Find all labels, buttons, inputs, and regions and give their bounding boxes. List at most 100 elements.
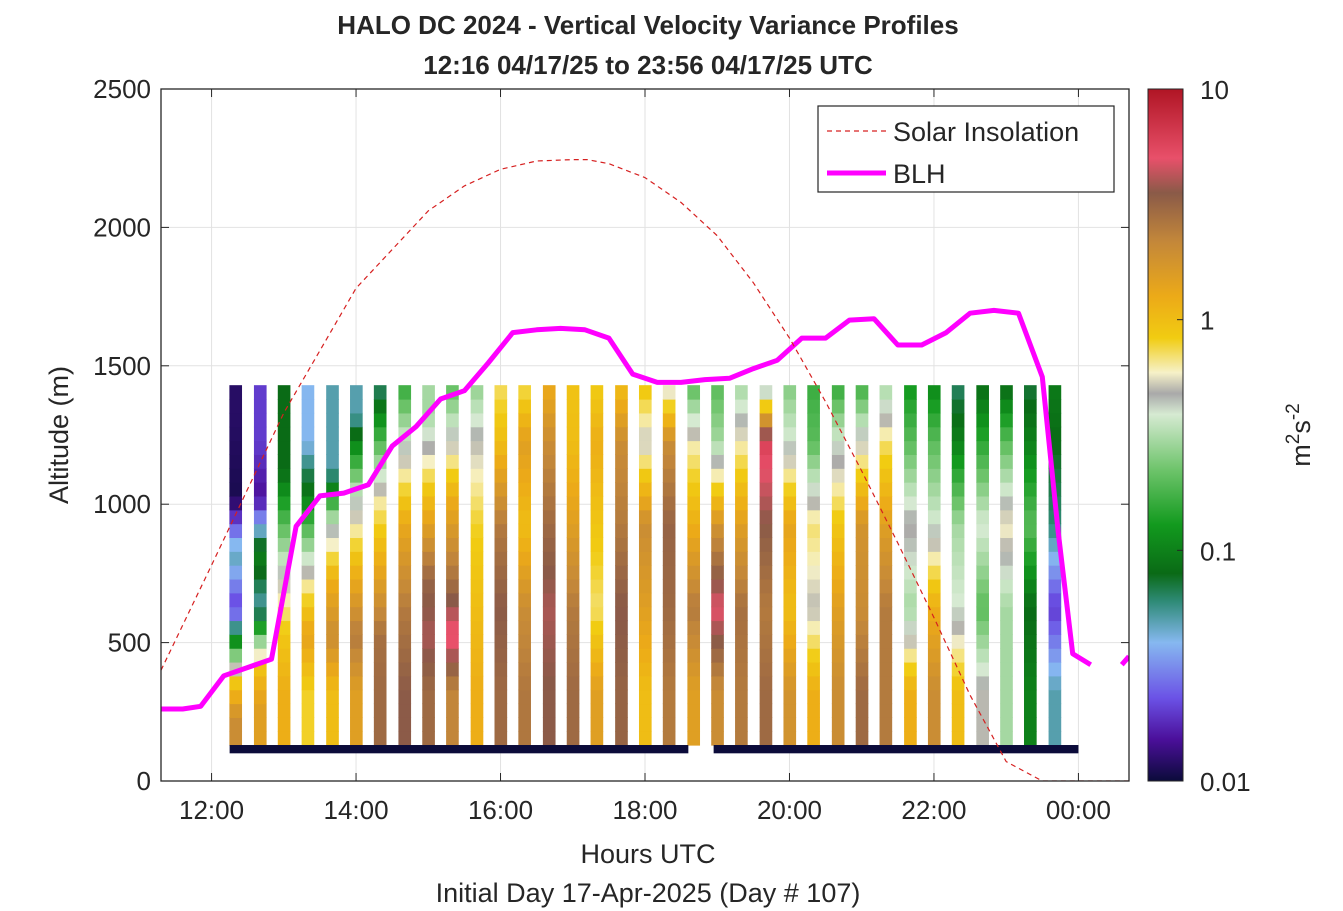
heatmap-cell (615, 565, 628, 580)
heatmap-cell (1000, 440, 1013, 455)
heatmap-cell (711, 578, 724, 594)
heatmap-cell (711, 565, 724, 580)
heatmap-cell (446, 731, 459, 746)
heatmap-cell (615, 385, 628, 400)
heatmap-cell (879, 565, 893, 580)
heatmap-cell (951, 495, 965, 511)
y-tick-label: 0 (137, 766, 151, 796)
heatmap-cell (326, 648, 339, 663)
heatmap-cell (301, 482, 315, 497)
heatmap-cell (277, 385, 291, 400)
heatmap-cell (446, 468, 459, 483)
y-tick-label: 2500 (93, 74, 151, 104)
heatmap-cell (350, 523, 363, 539)
heatmap-cell (422, 703, 435, 718)
heatmap-cell (976, 482, 989, 497)
heatmap-cell (879, 731, 893, 746)
heatmap-cell (229, 523, 243, 539)
heatmap-cell (398, 592, 412, 608)
heatmap-cell (446, 399, 459, 414)
heatmap-cell (638, 440, 652, 455)
heatmap-cell (855, 412, 869, 428)
heatmap-cell (1000, 689, 1013, 705)
x-tick-label: 14:00 (324, 795, 389, 825)
heatmap-cell (759, 523, 773, 539)
heatmap-cell (711, 606, 724, 622)
heatmap-cell (855, 495, 869, 511)
heatmap-cell (783, 468, 797, 483)
heatmap-cell (518, 661, 531, 677)
heatmap-cell (590, 385, 604, 400)
heatmap-cell (590, 592, 604, 608)
heatmap-cell (398, 565, 412, 580)
heatmap-cell (590, 717, 604, 732)
x-tick-label: 20:00 (757, 795, 822, 825)
heatmap-cell (951, 717, 965, 732)
heatmap-cell (253, 385, 267, 400)
heatmap-cell (470, 509, 484, 525)
heatmap-cell (229, 468, 243, 483)
heatmap-cell (470, 634, 484, 649)
heatmap-cell (615, 551, 628, 566)
heatmap-cell (879, 578, 893, 594)
heatmap-cell (831, 620, 845, 635)
heatmap-cell (711, 412, 724, 428)
heatmap-cell (277, 523, 291, 539)
heatmap-cell (1048, 412, 1062, 428)
heatmap-cell (638, 509, 652, 525)
heatmap-cell (1000, 578, 1013, 594)
heatmap-cell (711, 675, 724, 691)
heatmap-cell (566, 385, 580, 400)
heatmap-cell (735, 454, 748, 469)
heatmap-cell (951, 634, 965, 649)
heatmap-cell (687, 523, 701, 539)
heatmap-cell (590, 661, 604, 677)
heatmap-cell (831, 440, 845, 455)
heatmap-cell (855, 717, 869, 732)
heatmap-cell (662, 648, 676, 663)
heatmap-cell (638, 385, 652, 400)
heatmap-cell (446, 482, 459, 497)
heatmap-cell (350, 509, 363, 525)
heatmap-cell (1024, 634, 1037, 649)
heatmap-cell (422, 689, 435, 705)
colorbar-label-sup-1: 2 (1283, 434, 1304, 445)
heatmap-cell (927, 606, 941, 622)
heatmap-cell (229, 385, 243, 400)
heatmap-cell (350, 648, 363, 663)
heatmap-cell (373, 495, 387, 511)
heatmap-cell (976, 385, 989, 400)
heatmap-cell (301, 606, 315, 622)
heatmap-cell (446, 717, 459, 732)
heatmap-cell (350, 717, 363, 732)
heatmap-cell (783, 440, 797, 455)
heatmap-cell (518, 399, 531, 414)
heatmap-cell (687, 565, 701, 580)
heatmap-cell (470, 703, 484, 718)
heatmap-cell (951, 482, 965, 497)
heatmap-cell (662, 454, 676, 469)
heatmap-cell (783, 592, 797, 608)
heatmap-cell (927, 440, 941, 455)
heatmap-cell (398, 495, 412, 511)
heatmap-cell (542, 509, 556, 525)
heatmap-cell (446, 509, 459, 525)
solar-insolation-line (161, 159, 1129, 781)
heatmap-cell (326, 509, 339, 525)
heatmap-cell (566, 551, 580, 566)
heatmap-cell (301, 385, 315, 400)
heatmap-cell (879, 620, 893, 635)
heatmap-cell (494, 703, 508, 718)
heatmap-cell (638, 717, 652, 732)
heatmap-cell (615, 509, 628, 525)
heatmap-cell (518, 537, 531, 552)
heatmap-cell (711, 468, 724, 483)
heatmap-cell (373, 399, 387, 414)
heatmap-cell (566, 648, 580, 663)
heatmap-cell (470, 426, 484, 442)
heatmap-cell (470, 578, 484, 594)
heatmap-cell (1000, 731, 1013, 746)
heatmap-cell (422, 509, 435, 525)
heatmap-cell (879, 412, 893, 428)
heatmap-cell (229, 454, 243, 469)
